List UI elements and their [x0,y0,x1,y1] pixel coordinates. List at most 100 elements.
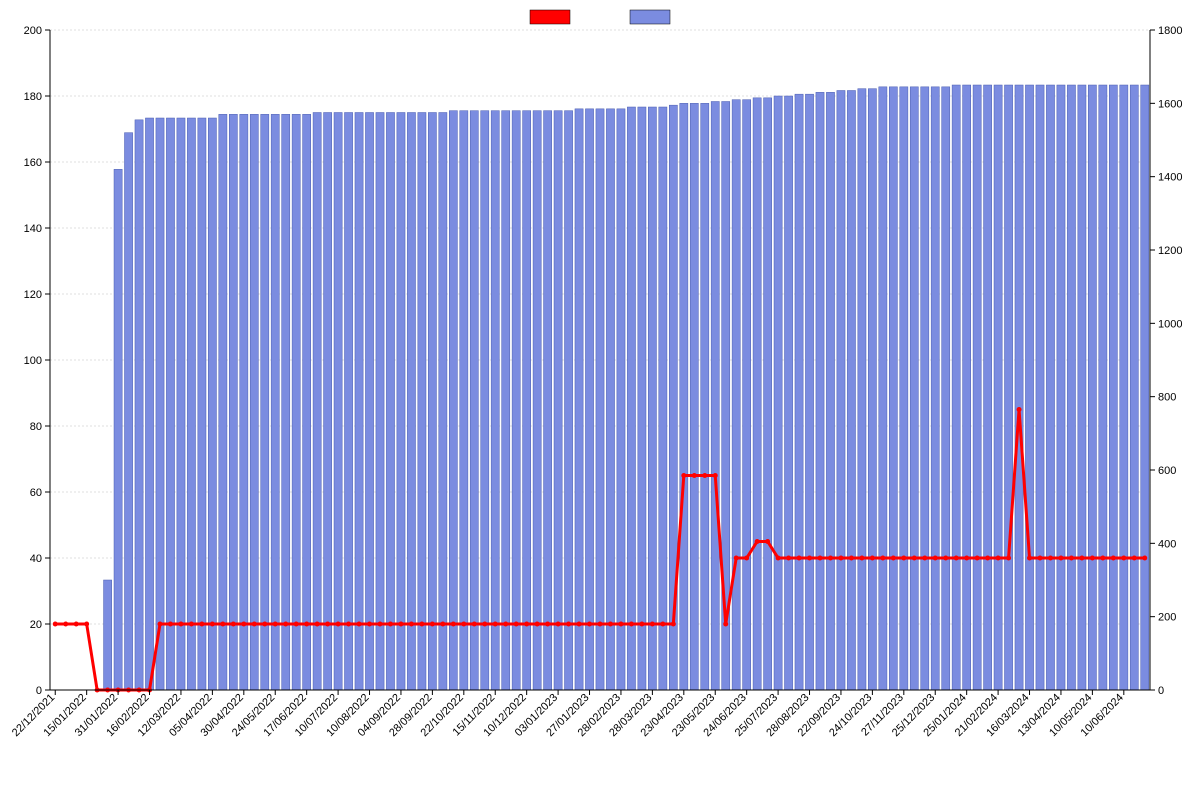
bar [240,114,248,690]
bar [1120,85,1128,690]
line-marker [1027,556,1032,561]
bar [606,109,614,690]
line-marker [430,622,435,627]
y-left-tick: 100 [24,355,42,367]
y-right-tick: 200 [1158,612,1176,624]
bar [365,113,373,691]
bar [428,113,436,691]
line-marker [220,622,225,627]
bar [282,114,290,690]
line-marker [325,622,330,627]
line-marker [210,622,215,627]
line-marker [189,622,194,627]
bar [952,85,960,690]
line-marker [545,622,550,627]
line-marker [859,556,864,561]
bar [470,111,478,690]
bar [114,169,122,690]
y-left-tick: 200 [24,25,42,37]
line-marker [671,622,676,627]
line-marker [158,622,163,627]
line-marker [451,622,456,627]
line-marker [1069,556,1074,561]
y-left-tick: 40 [30,553,42,565]
y-right-tick: 1200 [1158,245,1182,257]
bar [344,113,352,691]
bar [313,113,321,691]
line-marker [1017,407,1022,412]
bar [837,91,845,691]
bar [575,109,583,690]
line-marker [315,622,320,627]
bar [963,85,971,690]
bar [973,85,981,690]
bar [617,109,625,690]
line-marker [577,622,582,627]
line-marker [168,622,173,627]
bar [554,111,562,690]
y-left-tick: 60 [30,487,42,499]
y-right-tick: 1000 [1158,318,1182,330]
line-marker [304,622,309,627]
line-marker [818,556,823,561]
bar [124,133,132,690]
bar [187,118,195,690]
line-marker [734,556,739,561]
line-marker [870,556,875,561]
line-marker [1048,556,1053,561]
line-marker [346,622,351,627]
bar [732,100,740,690]
bar [826,92,834,690]
bar [1109,85,1117,690]
bar [1057,85,1065,690]
bar [1141,85,1149,690]
bar [407,113,415,691]
line-marker [472,622,477,627]
bar [1015,85,1023,690]
legend-swatch [630,10,670,24]
line-marker [765,539,770,544]
bar [460,111,468,690]
bar [847,91,855,691]
bar [743,100,751,690]
line-marker [461,622,466,627]
bar [481,111,489,690]
bar [564,111,572,690]
chart-container: 0204060801001201401601802000200400600800… [0,0,1200,800]
y-left-tick: 0 [36,685,42,697]
line-marker [744,556,749,561]
bar [512,111,520,690]
bar [764,98,772,690]
line-marker [880,556,885,561]
bar [544,111,552,690]
bar [250,114,258,690]
bar [324,113,332,691]
y-right-tick: 800 [1158,392,1176,404]
bar [418,113,426,691]
line-marker [378,622,383,627]
line-marker [954,556,959,561]
line-marker [912,556,917,561]
dual-axis-chart: 0204060801001201401601802000200400600800… [0,0,1200,800]
line-marker [252,622,257,627]
y-right-tick: 1800 [1158,25,1182,37]
bar [156,118,164,690]
bar [303,114,311,690]
bar [816,92,824,690]
line-marker [556,622,561,627]
bar [659,107,667,690]
line-marker [901,556,906,561]
legend-swatch [530,10,570,24]
bar [1078,85,1086,690]
bar [334,113,342,691]
bar [690,103,698,690]
bar [994,85,1002,690]
line-marker [650,622,655,627]
bar [984,85,992,690]
line-marker [524,622,529,627]
bar [638,107,646,690]
bar [104,580,112,690]
bar [261,114,269,690]
bar [858,89,866,690]
line-marker [797,556,802,561]
